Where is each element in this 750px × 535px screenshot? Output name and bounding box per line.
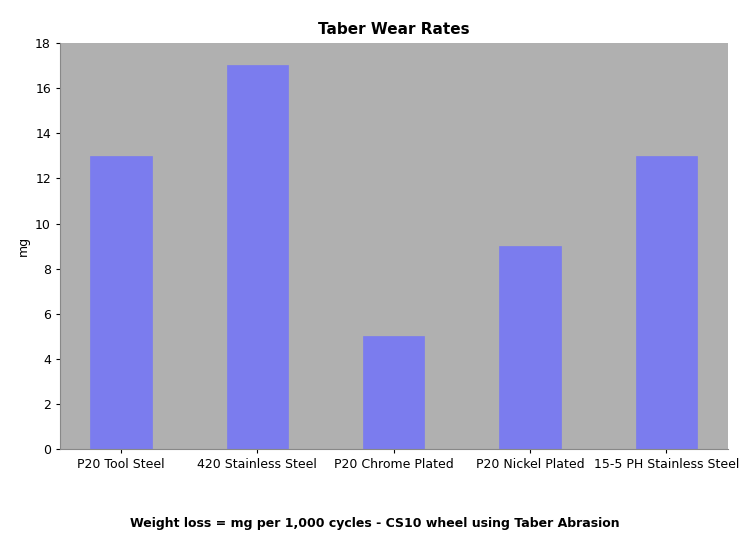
Bar xyxy=(226,65,288,449)
Bar xyxy=(636,156,698,449)
Bar xyxy=(500,246,561,449)
Bar xyxy=(90,156,152,449)
Title: Taber Wear Rates: Taber Wear Rates xyxy=(318,22,470,37)
Bar xyxy=(363,337,424,449)
Text: Weight loss = mg per 1,000 cycles - CS10 wheel using Taber Abrasion: Weight loss = mg per 1,000 cycles - CS10… xyxy=(130,517,620,530)
Y-axis label: mg: mg xyxy=(16,236,29,256)
